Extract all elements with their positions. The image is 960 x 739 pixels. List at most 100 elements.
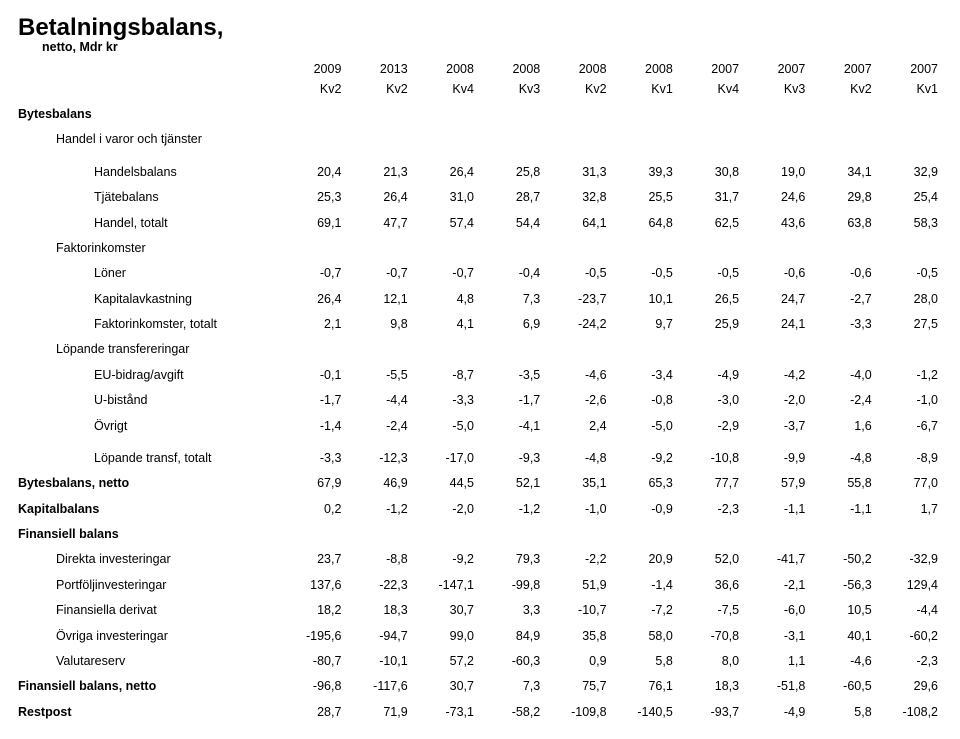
cell: 26,4 [279,287,345,312]
cell [412,236,478,261]
table-header: 2009201320082008200820082007200720072007… [18,56,942,102]
cell: -2,6 [544,388,610,413]
cell: 46,9 [345,471,411,496]
table-row: Löpande transf, totalt-3,3-12,3-17,0-9,3… [18,439,942,471]
cell [478,102,544,127]
cell [677,102,743,127]
cell: 20,9 [611,547,677,572]
cell [677,236,743,261]
table-row: Finansiell balans [18,522,942,547]
table-row: Kapitalbalans0,2-1,2-2,0-1,2-1,0-0,9-2,3… [18,497,942,522]
col-year: 2009 [279,56,345,79]
cell [478,127,544,152]
row-label: Tjätebalans [18,185,279,210]
cell: -4,2 [743,363,809,388]
cell: -108,2 [876,700,942,725]
cell [611,522,677,547]
cell: 28,0 [876,287,942,312]
cell: 24,1 [743,312,809,337]
cell: 34,1 [809,153,875,185]
col-quarter: Kv4 [412,79,478,102]
cell: -0,7 [279,261,345,286]
cell: 28,7 [279,700,345,725]
cell: -4,4 [876,598,942,623]
cell [544,337,610,362]
cell: -8,8 [345,547,411,572]
cell: 10,1 [611,287,677,312]
cell: -3,3 [809,312,875,337]
cell: 2,4 [544,414,610,439]
cell: -0,5 [876,261,942,286]
cell: 64,1 [544,211,610,236]
cell: 39,3 [611,153,677,185]
cell [743,522,809,547]
cell: -8,9 [876,439,942,471]
cell: 67,9 [279,471,345,496]
cell: -0,7 [412,261,478,286]
table-row: Bytesbalans [18,102,942,127]
cell: -0,6 [743,261,809,286]
cell: 129,4 [876,573,942,598]
cell: -2,9 [677,414,743,439]
quarter-row: Kv2Kv2Kv4Kv3Kv2Kv1Kv4Kv3Kv2Kv1 [18,79,942,102]
col-year: 2013 [345,56,411,79]
cell: 3,3 [478,598,544,623]
row-label: Övrigt [18,414,279,439]
cell: -2,0 [743,388,809,413]
cell: 32,8 [544,185,610,210]
cell: -22,3 [345,573,411,598]
cell: 26,5 [677,287,743,312]
row-label: Valutareserv [18,649,279,674]
row-label: Handelsbalans [18,153,279,185]
cell: 18,2 [279,598,345,623]
cell: -7,5 [677,598,743,623]
cell [345,522,411,547]
cell: 24,7 [743,287,809,312]
cell: -0,7 [345,261,411,286]
cell [544,522,610,547]
cell: 24,6 [743,185,809,210]
cell: -32,9 [876,547,942,572]
cell: 1,1 [743,649,809,674]
cell: -1,4 [611,573,677,598]
cell: 26,4 [412,153,478,185]
page-subtitle: netto, Mdr kr [42,40,942,54]
table-row: Kapitalavkastning26,412,14,87,3-23,710,1… [18,287,942,312]
cell [412,127,478,152]
table-row: Portföljinvesteringar137,6-22,3-147,1-99… [18,573,942,598]
row-label: Kapitalavkastning [18,287,279,312]
table-row: Övrigt-1,4-2,4-5,0-4,12,4-5,0-2,9-3,71,6… [18,414,942,439]
table-row: Löner-0,7-0,7-0,7-0,4-0,5-0,5-0,5-0,6-0,… [18,261,942,286]
cell: 5,8 [611,649,677,674]
cell: 32,9 [876,153,942,185]
col-year: 2008 [611,56,677,79]
cell: 99,0 [412,624,478,649]
cell: -2,4 [345,414,411,439]
cell: -12,3 [345,439,411,471]
cell: 58,3 [876,211,942,236]
cell: -9,9 [743,439,809,471]
table-row: Löpande transfereringar [18,337,942,362]
cell [412,522,478,547]
cell: -23,7 [544,287,610,312]
col-year: 2008 [544,56,610,79]
cell: -4,6 [544,363,610,388]
cell: -60,3 [478,649,544,674]
row-label: Finansiella derivat [18,598,279,623]
cell: -3,0 [677,388,743,413]
cell: 36,6 [677,573,743,598]
table-row: Övriga investeringar-195,6-94,799,084,93… [18,624,942,649]
table-row: Direkta investeringar23,7-8,8-9,279,3-2,… [18,547,942,572]
cell [876,236,942,261]
cell: -1,7 [478,388,544,413]
cell: 71,9 [345,700,411,725]
cell: 65,3 [611,471,677,496]
cell: 58,0 [611,624,677,649]
col-quarter: Kv2 [279,79,345,102]
cell: -58,2 [478,700,544,725]
col-year: 2007 [743,56,809,79]
cell: -2,7 [809,287,875,312]
cell: 52,0 [677,547,743,572]
cell: -3,7 [743,414,809,439]
cell: -1,0 [544,497,610,522]
